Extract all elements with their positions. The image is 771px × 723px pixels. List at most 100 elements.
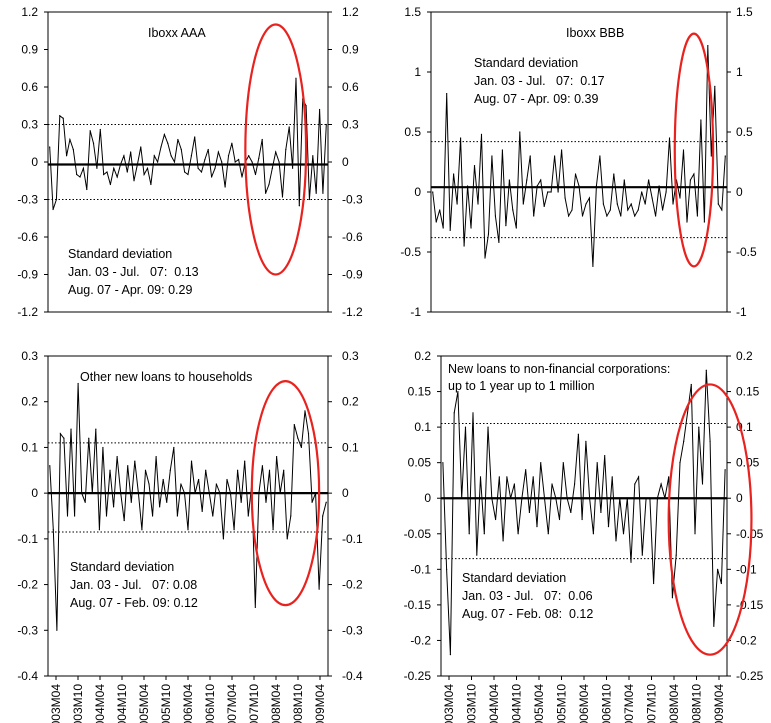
data-point — [99, 128, 101, 131]
data-point — [717, 203, 719, 205]
series-line — [49, 78, 327, 210]
data-point — [307, 433, 310, 435]
x-tick-label: 2006M10 — [203, 684, 217, 723]
data-point — [432, 191, 434, 193]
std-annotation: Aug. 07 - Apr. 09: 0.29 — [68, 283, 192, 297]
data-point — [89, 130, 91, 132]
y-tick-label-left: -0.6 — [17, 230, 38, 244]
data-point — [656, 497, 658, 499]
data-point — [177, 138, 179, 141]
y-tick-label-right: -0.1 — [736, 562, 757, 576]
data-point — [281, 196, 284, 198]
data-point — [596, 462, 598, 464]
data-point — [714, 85, 716, 87]
plot-frame — [430, 11, 728, 313]
data-point — [581, 518, 583, 521]
data-point — [484, 257, 486, 259]
data-point — [457, 390, 459, 393]
data-point — [442, 462, 444, 464]
data-point — [91, 492, 93, 494]
data-point — [686, 412, 689, 414]
data-point — [258, 492, 260, 494]
data-point — [173, 446, 175, 449]
x-tick-label: 2007M04 — [622, 684, 636, 723]
data-point — [661, 209, 664, 211]
y-tick-label-right: -0.3 — [342, 623, 363, 637]
data-point — [283, 469, 285, 471]
data-point — [113, 167, 115, 169]
x-tick-label: 2003M04 — [442, 684, 456, 723]
data-point — [123, 155, 125, 157]
data-point — [641, 191, 643, 193]
y-tick-label-right: 0.5 — [736, 125, 753, 139]
y-tick-label-left: -0.9 — [17, 268, 38, 282]
data-point — [197, 167, 199, 169]
chart-title: Iboxx BBB — [566, 26, 624, 40]
data-point — [585, 203, 587, 205]
data-point — [300, 446, 303, 449]
data-point — [241, 176, 243, 178]
data-point — [595, 185, 598, 187]
data-point — [247, 515, 249, 517]
data-point — [592, 533, 595, 535]
data-point — [63, 437, 65, 439]
data-point — [585, 440, 587, 442]
data-point — [315, 192, 317, 194]
std-annotation: Standard deviation — [474, 56, 578, 70]
data-point — [92, 142, 95, 144]
data-point — [322, 515, 324, 517]
data-point — [55, 198, 58, 201]
data-point — [581, 215, 584, 217]
data-point — [105, 515, 108, 517]
data-point — [623, 179, 625, 181]
x-tick-label: 2005M04 — [532, 684, 546, 723]
data-point — [487, 426, 489, 428]
data-point — [311, 501, 313, 503]
data-point — [143, 173, 145, 176]
data-point — [648, 179, 650, 181]
data-point — [160, 146, 162, 148]
data-point — [214, 167, 216, 169]
data-point — [720, 582, 722, 585]
x-tick-label: 2009M04 — [712, 684, 726, 723]
data-point — [668, 137, 671, 139]
data-point — [116, 455, 118, 458]
data-point — [318, 588, 320, 590]
data-point — [498, 241, 500, 243]
y-tick-label-right: 0 — [736, 491, 743, 505]
data-point — [141, 529, 143, 531]
data-point — [258, 157, 260, 159]
data-point — [515, 227, 517, 229]
data-point — [275, 151, 277, 153]
data-point — [675, 554, 677, 556]
data-point — [698, 426, 700, 428]
data-point — [622, 533, 625, 535]
y-tick-label-left: -1.2 — [17, 305, 38, 319]
data-point — [554, 155, 556, 157]
data-point — [634, 215, 636, 217]
data-point — [671, 597, 674, 599]
data-point — [261, 465, 264, 467]
data-point — [506, 476, 508, 478]
data-point — [212, 515, 214, 517]
data-point — [123, 519, 125, 522]
y-tick-label-right: 0 — [736, 185, 743, 199]
y-tick-label-right: -0.5 — [736, 245, 757, 259]
y-tick-label-right: 0.1 — [342, 440, 359, 454]
data-point — [466, 185, 469, 187]
data-point — [238, 158, 240, 161]
data-point — [570, 511, 572, 514]
data-point — [456, 203, 458, 205]
data-point — [557, 191, 559, 193]
data-point — [69, 138, 71, 141]
data-point — [222, 538, 225, 540]
data-point — [159, 506, 161, 508]
data-point — [449, 654, 452, 656]
x-tick-label: 2006M04 — [577, 684, 591, 723]
y-tick-label-right: 0.3 — [342, 118, 359, 132]
y-tick-label-right: 0.3 — [342, 349, 359, 363]
data-point — [130, 151, 132, 153]
data-point — [219, 492, 221, 494]
data-point — [634, 483, 636, 485]
